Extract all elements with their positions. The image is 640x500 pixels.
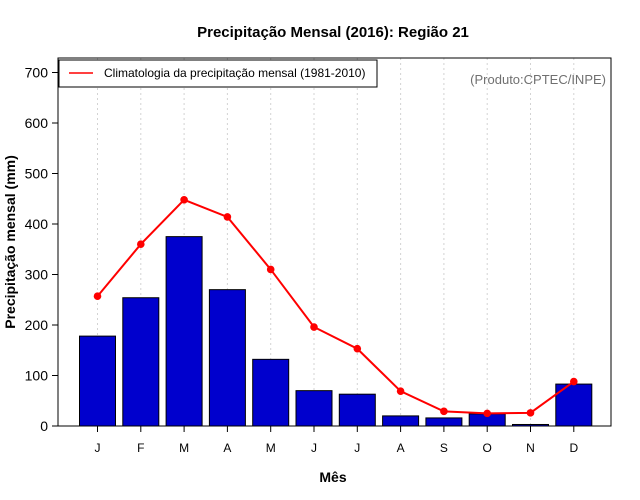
chart-title: Precipitação Mensal (2016): Região 21 <box>197 24 469 41</box>
bar-series <box>79 236 593 427</box>
y-tick-label: 200 <box>25 317 49 333</box>
x-axis-label: Mês <box>319 469 346 485</box>
bar <box>79 335 116 427</box>
legend-box <box>58 59 378 88</box>
legend-entry: Climatologia da precipitação mensal (198… <box>104 66 365 80</box>
climatology-point <box>93 292 102 301</box>
bar <box>252 358 290 427</box>
climatology-point <box>266 265 275 274</box>
climatology-point <box>353 344 362 353</box>
climatology-point <box>180 195 188 204</box>
x-tick-label: O <box>483 441 492 455</box>
x-tick-label: J <box>354 441 360 455</box>
climatology-line <box>96 198 575 415</box>
y-tick-label: 700 <box>25 65 49 81</box>
climatology-point <box>396 387 405 395</box>
y-tick-label: 300 <box>25 267 49 283</box>
x-tick-label: M <box>266 441 276 455</box>
climatology-point <box>223 213 232 221</box>
bar <box>165 236 203 427</box>
x-tick-label: D <box>569 441 578 455</box>
y-tick-label: 0 <box>40 418 48 434</box>
bar <box>208 289 246 427</box>
x-tick-label: J <box>95 441 101 455</box>
x-tick-label: N <box>526 441 535 455</box>
climatology-point <box>310 323 318 331</box>
x-tick-label: A <box>223 441 231 455</box>
climatology-line-series <box>93 195 578 418</box>
x-tick-label: J <box>311 441 317 455</box>
y-tick-label: 500 <box>25 166 49 182</box>
y-tick-label: 100 <box>25 368 49 384</box>
bar <box>338 393 376 427</box>
bar <box>295 390 333 427</box>
x-tick-label: M <box>179 441 189 455</box>
y-tick-label: 600 <box>25 115 49 131</box>
x-tick-label: S <box>440 441 448 455</box>
bar <box>122 297 160 427</box>
y-tick-label: 400 <box>25 216 49 232</box>
climatology-point <box>526 409 535 417</box>
x-tick-label: F <box>137 441 144 455</box>
climatology-point <box>137 240 145 248</box>
y-axis: 0 100 200 300 400 500 600 700 <box>25 65 58 434</box>
y-axis-label: Precipitação mensal (mm) <box>2 155 18 329</box>
climatology-point <box>483 409 492 418</box>
product-annotation: (Produto:CPTEC/INPE) <box>470 72 606 87</box>
climatology-point <box>570 377 578 386</box>
bar <box>382 415 420 427</box>
legend: Climatologia da precipitação mensal (198… <box>58 59 378 88</box>
bar <box>425 417 463 427</box>
x-tick-label: A <box>397 441 405 455</box>
climatology-point <box>440 407 448 416</box>
plot-frame <box>57 57 612 427</box>
